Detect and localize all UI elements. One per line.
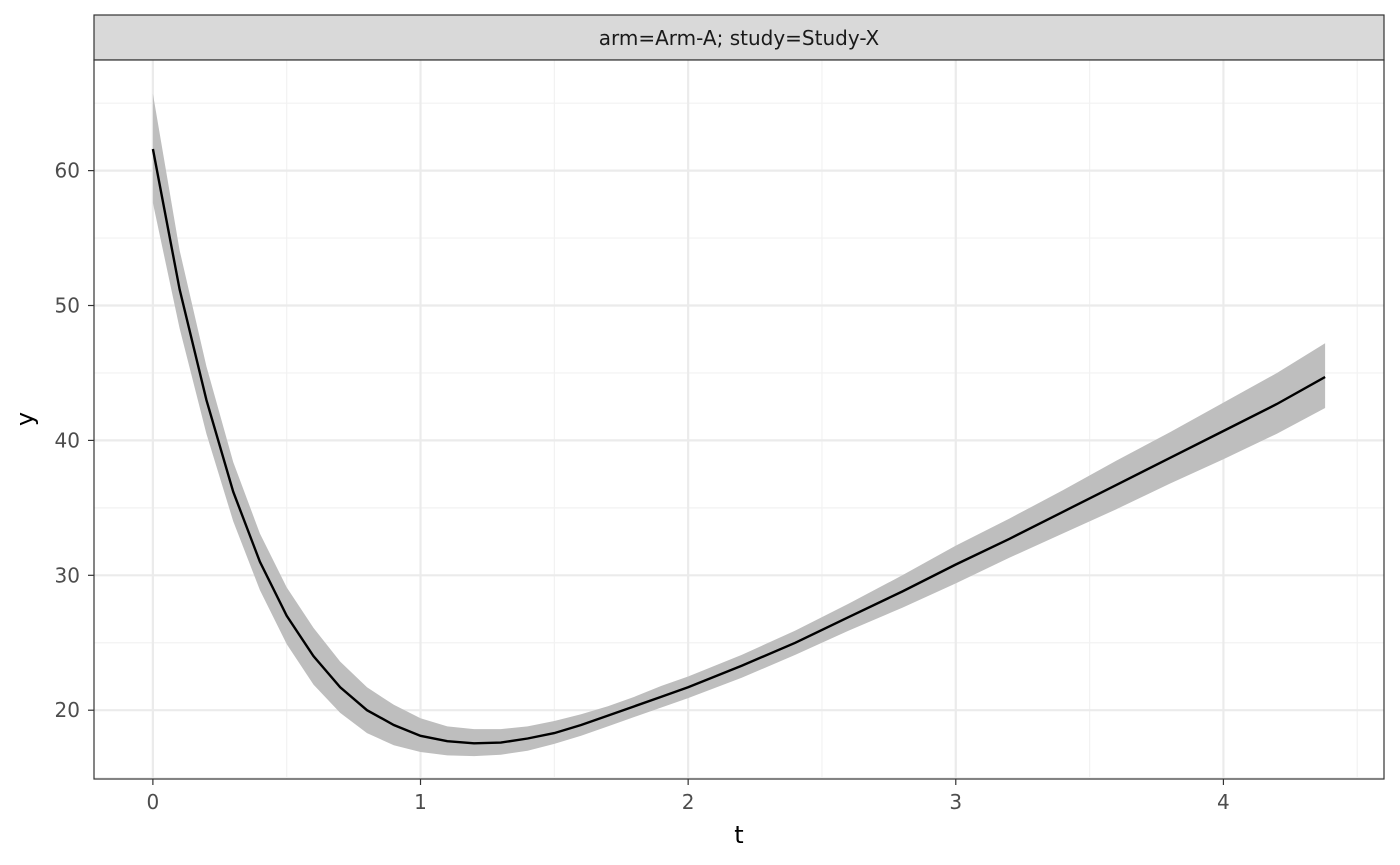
x-tick-label: 3 <box>949 790 962 814</box>
x-axis: 0 1 2 3 4 <box>147 779 1230 814</box>
x-tick-label: 1 <box>414 790 427 814</box>
y-tick-label: 30 <box>55 563 80 587</box>
y-axis-title: y <box>11 412 39 426</box>
y-tick-label: 20 <box>55 698 80 722</box>
y-tick-label: 40 <box>55 428 80 452</box>
fitted-line <box>151 148 1326 745</box>
x-tick-label: 2 <box>682 790 695 814</box>
y-axis: 20 30 40 50 60 <box>55 159 94 722</box>
x-axis-title: t <box>734 821 743 849</box>
y-tick-label: 60 <box>55 159 80 183</box>
x-tick-label: 0 <box>147 790 160 814</box>
facet-strip-background <box>93 14 1385 61</box>
plot-panel <box>93 59 1385 780</box>
x-tick-label: 4 <box>1217 790 1230 814</box>
facet-strip: arm=Arm-A; study=Study-X <box>93 14 1385 61</box>
y-tick-label: 50 <box>55 294 80 318</box>
major-gridlines <box>94 60 1384 779</box>
panel-border <box>93 59 1385 780</box>
facet-strip-label: arm=Arm-A; study=Study-X <box>599 26 880 50</box>
